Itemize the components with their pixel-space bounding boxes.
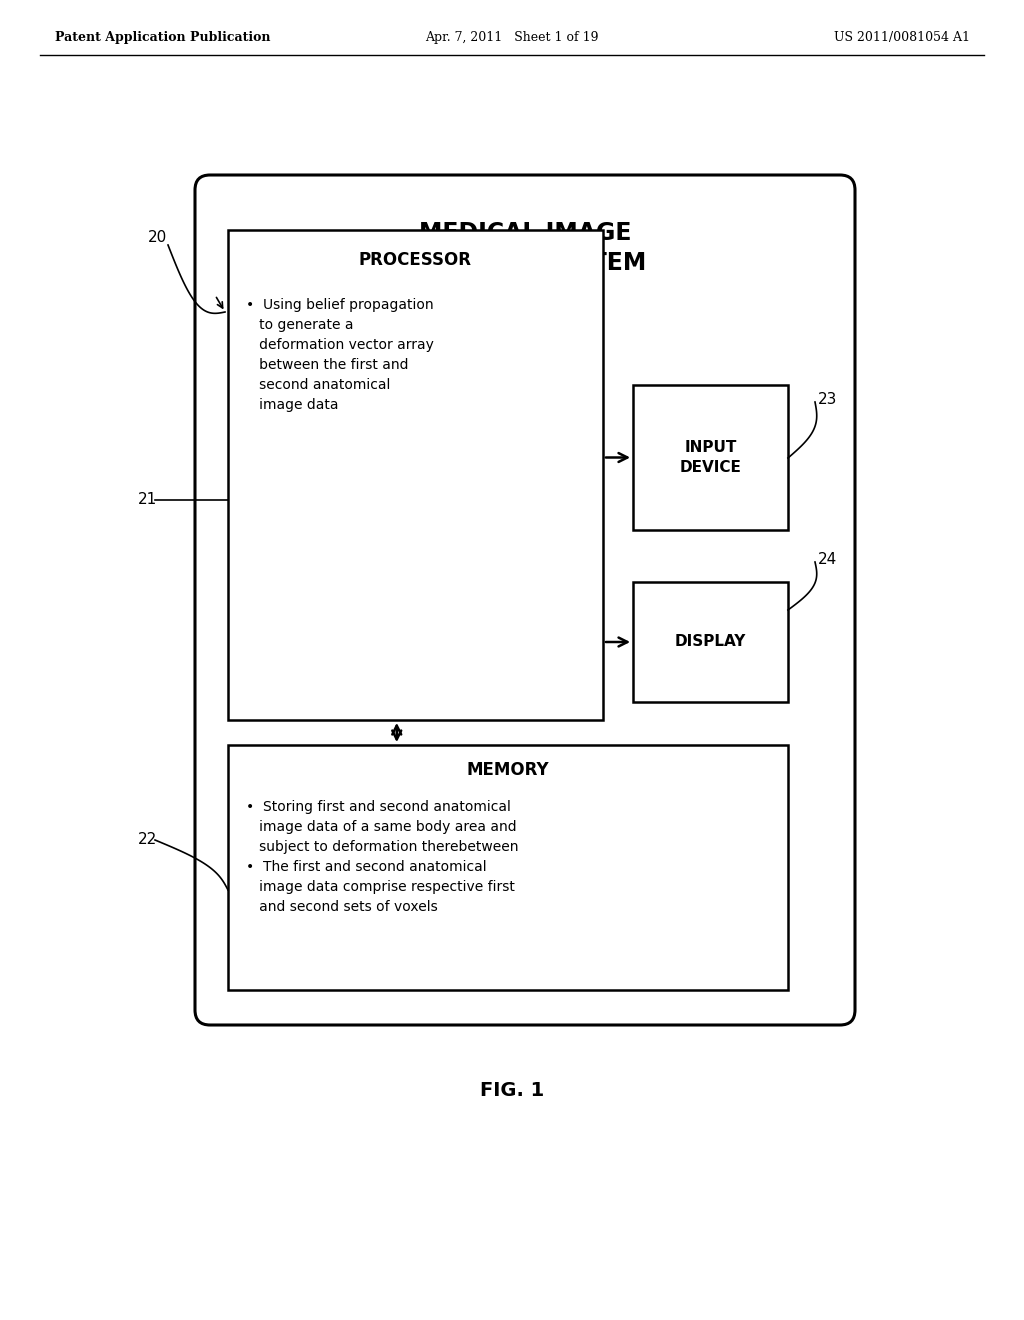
Text: US 2011/0081054 A1: US 2011/0081054 A1	[834, 30, 970, 44]
Text: Apr. 7, 2011   Sheet 1 of 19: Apr. 7, 2011 Sheet 1 of 19	[425, 30, 599, 44]
Text: PROCESSOR: PROCESSOR	[359, 251, 472, 269]
FancyBboxPatch shape	[228, 744, 788, 990]
Text: 21: 21	[138, 492, 158, 507]
Text: Patent Application Publication: Patent Application Publication	[55, 30, 270, 44]
Text: 20: 20	[148, 231, 167, 246]
FancyBboxPatch shape	[633, 582, 788, 702]
Text: INPUT
DEVICE: INPUT DEVICE	[680, 440, 741, 475]
Text: MEMORY: MEMORY	[467, 762, 549, 779]
Text: 23: 23	[818, 392, 838, 408]
FancyBboxPatch shape	[633, 385, 788, 531]
Text: 24: 24	[818, 553, 838, 568]
Text: DISPLAY: DISPLAY	[675, 635, 746, 649]
Text: FIG. 1: FIG. 1	[480, 1081, 544, 1100]
Text: •  Storing first and second anatomical
   image data of a same body area and
   : • Storing first and second anatomical im…	[246, 800, 518, 915]
Text: •  Using belief propagation
   to generate a
   deformation vector array
   betw: • Using belief propagation to generate a…	[246, 298, 434, 412]
FancyBboxPatch shape	[228, 230, 603, 719]
Text: MEDICAL IMAGE
ANALYSIS SYSTEM: MEDICAL IMAGE ANALYSIS SYSTEM	[403, 220, 646, 276]
FancyBboxPatch shape	[195, 176, 855, 1026]
Text: 22: 22	[138, 833, 158, 847]
